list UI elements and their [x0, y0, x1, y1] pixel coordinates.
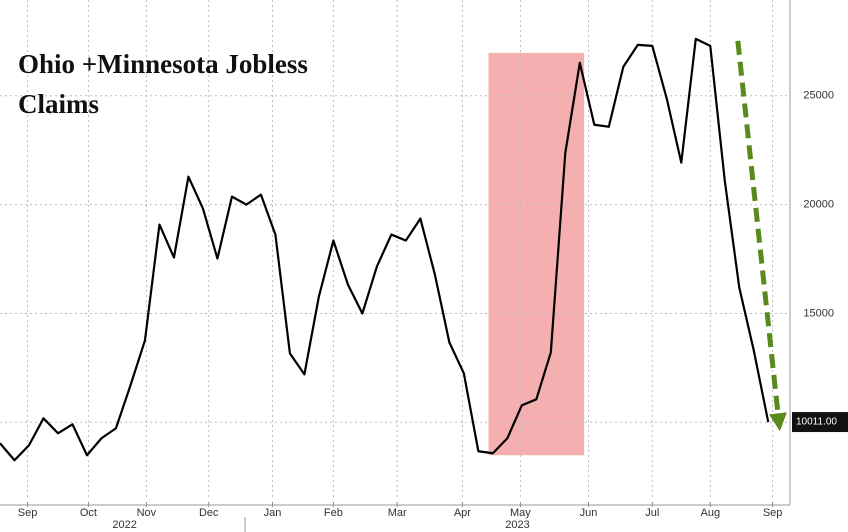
chart-title: Ohio +Minnesota Jobless Claims: [18, 49, 308, 119]
last-value-box: [792, 412, 848, 433]
x-tick-label: Aug: [700, 507, 720, 519]
x-tick-label: Mar: [388, 507, 407, 519]
x-tick-label: Nov: [137, 507, 157, 519]
highlight-region: [488, 52, 585, 456]
x-tick-label: Jun: [580, 507, 598, 519]
year-label: 2022: [112, 519, 136, 531]
arrow-head: [768, 412, 787, 432]
x-tick-label: Sep: [18, 507, 38, 519]
line: [0, 37, 770, 462]
y-tick-label: 25000: [803, 90, 834, 102]
y-tick-label: 15000: [803, 307, 834, 319]
last-value-label: 10011.00: [796, 417, 837, 428]
x-tick-label: Jan: [264, 507, 282, 519]
year-label: 2023: [505, 519, 529, 531]
y-tick-label: 20000: [803, 199, 834, 211]
x-tick-label: Oct: [80, 507, 97, 519]
x-tick-label: Dec: [199, 507, 219, 519]
x-tick-label: May: [510, 507, 531, 519]
x-tick-label: Feb: [324, 507, 343, 519]
trend-arrow: [735, 40, 781, 414]
x-tick-label: Sep: [763, 507, 783, 519]
x-tick-label: Jul: [645, 507, 659, 519]
x-tick-label: Apr: [454, 507, 471, 519]
